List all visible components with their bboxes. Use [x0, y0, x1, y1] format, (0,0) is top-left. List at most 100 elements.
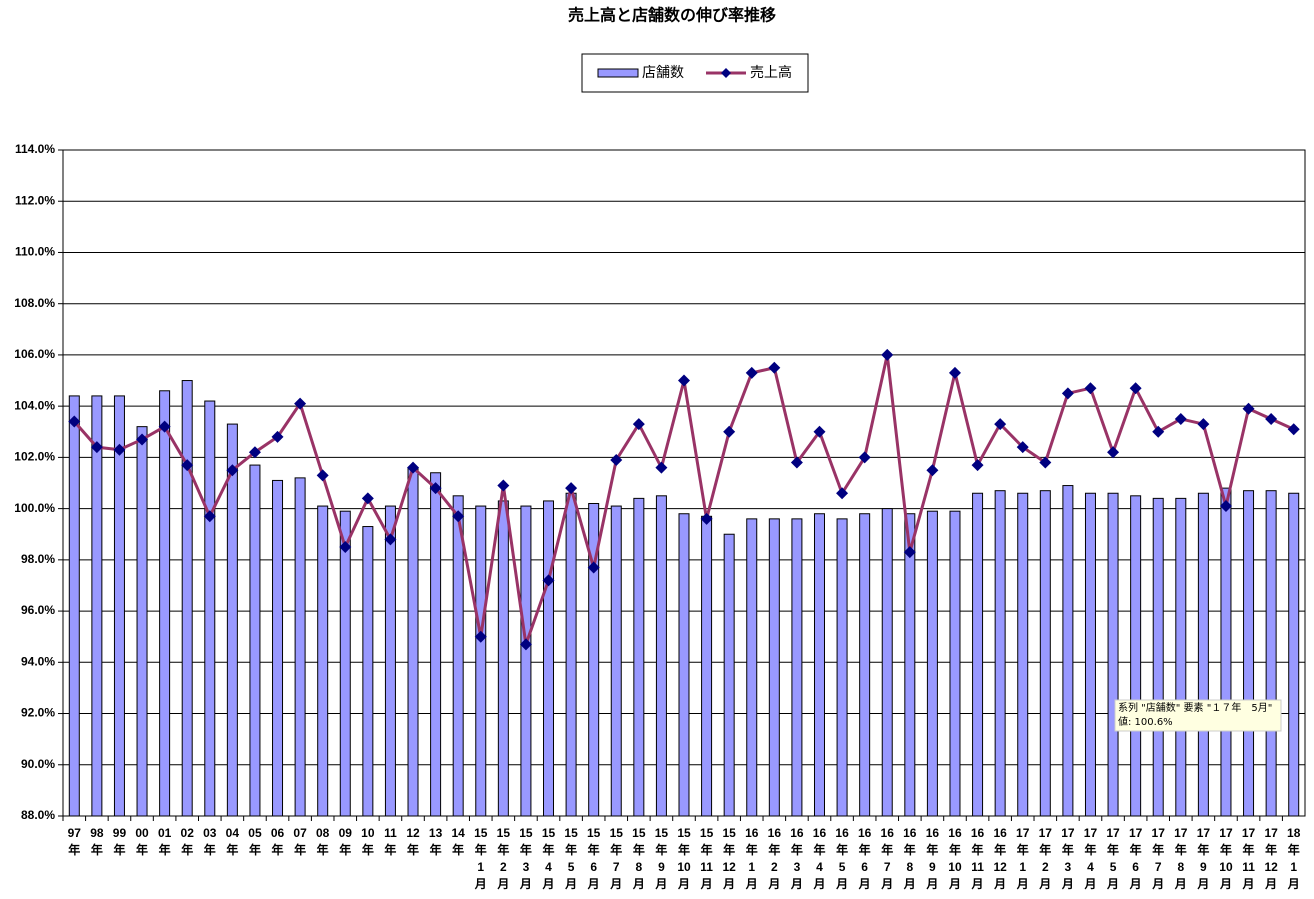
- bar: [1084, 492, 1096, 817]
- x-tick-label: 年: [881, 842, 893, 857]
- marker: [271, 430, 284, 443]
- x-tick-label: 15: [700, 826, 714, 840]
- marker: [587, 561, 600, 574]
- x-tick-label: 16: [903, 826, 917, 840]
- x-tick-label: 年: [1062, 842, 1074, 857]
- bar: [633, 497, 645, 817]
- x-tick-label: 月: [1264, 877, 1277, 891]
- x-tick-label: 04: [226, 826, 240, 840]
- marker: [971, 459, 984, 472]
- x-tick-label: 年: [813, 842, 825, 857]
- y-tick-label: 102.0%: [14, 450, 55, 464]
- x-tick-label: 16: [948, 826, 962, 840]
- x-tick-label: 年: [1220, 842, 1232, 857]
- marker: [881, 348, 894, 361]
- y-tick-label: 92.0%: [21, 706, 55, 720]
- x-tick-label: 16: [881, 826, 895, 840]
- marker: [768, 361, 781, 374]
- y-tick-label: 112.0%: [15, 193, 55, 207]
- x-tick-label: 15: [722, 826, 736, 840]
- x-tick-label: 3: [523, 860, 530, 874]
- marker: [248, 446, 261, 459]
- x-tick-label: 年: [339, 842, 351, 857]
- x-tick-label: 月: [564, 877, 577, 891]
- x-tick-label: 15: [655, 826, 669, 840]
- x-tick-label: 月: [1016, 877, 1029, 891]
- y-tick-label: 98.0%: [21, 552, 55, 566]
- y-tick-label: 106.0%: [14, 347, 55, 361]
- x-tick-label: 年: [362, 842, 374, 857]
- x-tick-label: 12: [722, 860, 736, 874]
- x-tick-label: 16: [768, 826, 782, 840]
- x-tick-label: 1: [477, 860, 484, 874]
- x-tick-label: 17: [1152, 826, 1166, 840]
- x-tick-label: 月: [587, 877, 600, 891]
- x-tick-label: 07: [293, 826, 307, 840]
- x-tick-label: 月: [903, 877, 916, 891]
- legend-swatch: [597, 68, 639, 78]
- x-tick-label: 17: [1061, 826, 1075, 840]
- x-tick-label: 年: [859, 842, 871, 857]
- x-tick-label: 1: [748, 860, 755, 874]
- x-tick-label: 月: [925, 877, 938, 891]
- x-tick-label: 月: [835, 877, 848, 891]
- x-tick-label: 02: [181, 826, 195, 840]
- marker: [926, 464, 939, 477]
- marker: [519, 638, 532, 651]
- x-tick-label: 4: [1087, 860, 1094, 874]
- bar: [926, 510, 938, 817]
- x-tick-label: 月: [1174, 877, 1187, 891]
- bar: [543, 500, 555, 817]
- x-tick-label: 11: [700, 860, 713, 874]
- marker: [994, 418, 1007, 431]
- x-tick-label: 11: [1242, 860, 1255, 874]
- x-tick-label: 17: [1129, 826, 1143, 840]
- bar: [249, 464, 261, 817]
- bar: [881, 508, 893, 817]
- x-tick-label: 月: [632, 877, 645, 891]
- x-tick-label: 14: [452, 826, 466, 840]
- y-tick-label: 88.0%: [21, 808, 55, 822]
- x-tick-label: 15: [677, 826, 691, 840]
- x-tick-label: 15: [497, 826, 511, 840]
- bar: [678, 513, 690, 817]
- x-tick-label: 年: [181, 842, 193, 857]
- x-tick-label: 月: [993, 877, 1006, 891]
- bar: [836, 518, 848, 817]
- x-tick-label: 9: [1200, 860, 1207, 874]
- tooltip-text: 値: 100.6%: [1118, 715, 1173, 728]
- x-tick-label: 11: [971, 860, 984, 874]
- x-tick-label: 7: [884, 860, 891, 874]
- x-tick-label: 年: [701, 842, 713, 857]
- x-tick-label: 15: [632, 826, 646, 840]
- x-tick-label: 年: [1039, 842, 1051, 857]
- x-tick-label: 年: [746, 842, 758, 857]
- x-tick-label: 月: [654, 877, 667, 891]
- x-tick-label: 99: [113, 826, 127, 840]
- x-tick-label: 月: [609, 877, 622, 891]
- x-tick-label: 年: [1107, 842, 1119, 857]
- bar: [655, 495, 667, 817]
- x-tick-label: 月: [767, 877, 780, 891]
- legend-label: 店舗数: [642, 65, 684, 81]
- x-tick-label: 8: [1177, 860, 1184, 874]
- marker: [948, 366, 961, 379]
- x-tick-label: 年: [1243, 842, 1255, 857]
- x-tick-label: 年: [204, 842, 216, 857]
- x-tick-label: 年: [1130, 842, 1142, 857]
- x-tick-label: 年: [294, 842, 306, 857]
- chart-title: 売上高と店舗数の伸び率推移: [568, 6, 776, 25]
- x-tick-label: 10: [361, 826, 375, 840]
- x-tick-label: 9: [929, 860, 936, 874]
- bar: [994, 490, 1006, 817]
- marker: [384, 533, 397, 546]
- bar: [362, 526, 374, 817]
- x-tick-label: 年: [226, 842, 238, 857]
- bar: [136, 426, 148, 817]
- bar: [497, 500, 509, 817]
- marker: [1061, 387, 1074, 400]
- x-tick-label: 2: [771, 860, 778, 874]
- x-tick-label: 月: [1106, 877, 1119, 891]
- x-tick-label: 月: [745, 877, 758, 891]
- x-tick-label: 年: [994, 842, 1006, 857]
